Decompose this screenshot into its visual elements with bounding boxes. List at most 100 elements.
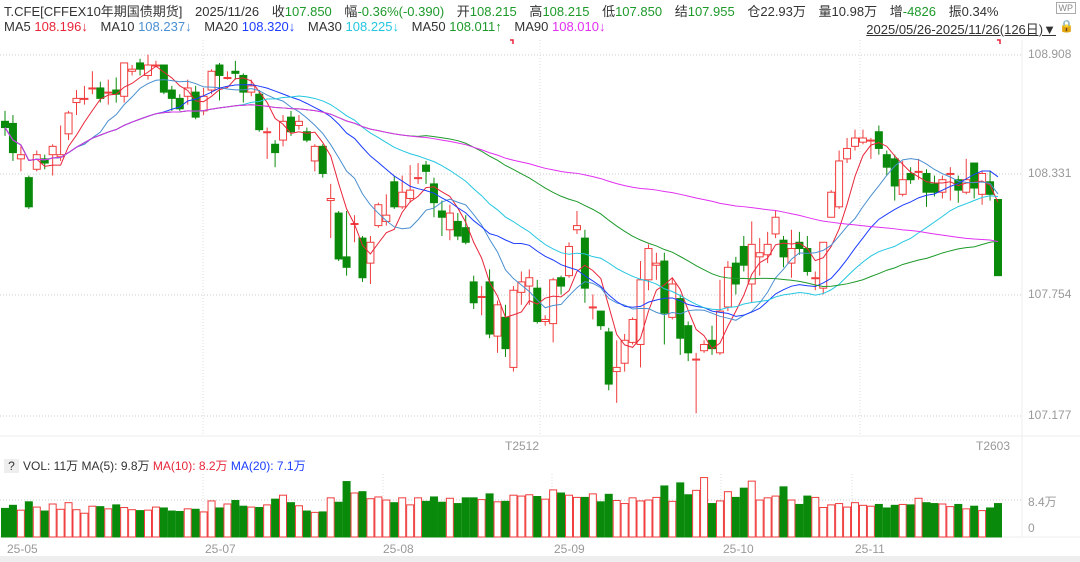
candle-up — [398, 191, 407, 208]
volume-bar — [16, 509, 25, 538]
candle-up — [755, 252, 764, 258]
volume-bar — [835, 503, 844, 538]
candle-up — [128, 68, 137, 72]
candle-up — [414, 177, 423, 180]
volume-axis-label: 8.4万 — [1028, 495, 1057, 509]
candle-down — [286, 116, 295, 133]
volume-bar — [175, 510, 184, 538]
candle-down — [533, 287, 542, 323]
volume-bar — [159, 507, 168, 538]
volume-bar — [191, 508, 200, 538]
price-axis-label: 108.331 — [1028, 166, 1072, 180]
volume-bar — [342, 481, 351, 538]
volume-bar — [318, 511, 327, 538]
candle-down — [930, 183, 939, 193]
candle-up — [620, 339, 629, 364]
candle-up — [406, 189, 415, 199]
volume-bar — [32, 506, 41, 538]
volume-bar — [223, 503, 232, 538]
volume-bar — [302, 510, 311, 538]
candle-down — [342, 256, 351, 268]
volume-bar — [255, 507, 264, 538]
candle-up — [199, 95, 208, 112]
candle-up — [80, 97, 89, 100]
volume-bar — [350, 492, 359, 538]
volume-bar — [414, 497, 423, 538]
candle-up — [509, 289, 518, 368]
volume-bar — [922, 502, 931, 538]
candle-down — [922, 172, 931, 193]
candle-down — [485, 281, 494, 335]
volume-bar — [96, 506, 105, 538]
low-label: 低 — [602, 4, 616, 19]
candle-up — [64, 112, 73, 135]
volume-bar — [390, 502, 399, 538]
volume-bar — [509, 494, 518, 538]
ma20-value: 108.320↓ — [241, 19, 296, 34]
date-range-selector[interactable]: 2025/05/26-2025/11/26(126日)▼ — [866, 22, 1056, 37]
volume-bar — [8, 504, 17, 538]
vol-text: VOL: 11万 — [23, 459, 79, 473]
volume-bar — [628, 497, 637, 538]
volume-bar — [938, 503, 947, 538]
candle-up — [549, 279, 558, 325]
candle-down — [1, 120, 9, 129]
wp-icon[interactable]: WP — [1055, 2, 1076, 14]
volume-bar — [898, 503, 907, 538]
vol-ma10: MA(10): 8.2万 — [152, 459, 228, 473]
volume-bar — [763, 497, 772, 538]
open-value: 108.215 — [469, 4, 517, 19]
lock-icon[interactable]: 🔒 — [1059, 19, 1074, 33]
candle-down — [676, 298, 685, 339]
volume-bar — [692, 489, 701, 538]
candle-up — [644, 248, 653, 281]
oi-value: 22.93万 — [760, 4, 806, 19]
candle-up — [120, 62, 129, 97]
volume-bar — [485, 493, 494, 538]
volume-bar — [366, 498, 375, 538]
volume-bar — [731, 496, 740, 538]
ma-legend: MA5 108.196↓ MA10 108.237↓ MA20 108.320↓… — [4, 19, 614, 34]
candle-down — [906, 172, 915, 181]
contract-label-t2603: T2603 — [976, 439, 1011, 453]
volume-bar — [239, 505, 248, 538]
volume-bar — [501, 500, 510, 538]
volume-bar — [326, 497, 335, 538]
vol-ma5: MA(5): 9.8万 — [81, 459, 150, 473]
oi-change-value: -4826 — [902, 4, 936, 19]
volume-bar — [874, 503, 883, 538]
candle-up — [787, 248, 796, 264]
volume-bar — [310, 511, 319, 538]
candle-down — [302, 131, 311, 141]
amplitude-value: 0.34% — [961, 4, 999, 19]
settle-value: 107.955 — [687, 4, 735, 19]
candle-up — [326, 197, 335, 202]
volume-bar — [263, 504, 272, 538]
volume-bar — [612, 499, 621, 538]
candle-down — [596, 310, 605, 327]
candle-up — [16, 154, 25, 160]
volume-bar — [906, 504, 915, 538]
candle-up — [279, 120, 288, 141]
candle-up — [263, 131, 272, 134]
volume-bar — [668, 500, 677, 538]
low-value: 107.850 — [615, 4, 663, 19]
amplitude-label: 振 — [948, 4, 962, 19]
volume-bar — [358, 491, 367, 538]
candle-up — [938, 179, 947, 193]
volume-bar — [739, 487, 748, 538]
candle-up — [588, 306, 597, 309]
help-button[interactable]: ? — [4, 459, 19, 473]
date-axis-label: 25-11 — [855, 542, 885, 556]
candle-up — [612, 366, 621, 373]
volume-bar — [112, 504, 121, 538]
date-axis-label: 25-05 — [7, 542, 38, 556]
volume-legend: ? VOL: 11万 MA(5): 9.8万 MA(10): 8.2万 MA(20… — [4, 457, 306, 474]
volume-bar — [700, 477, 709, 538]
candle-down — [453, 220, 462, 237]
candle-up — [978, 172, 987, 195]
candle-up — [143, 64, 152, 76]
volume-bar — [557, 492, 566, 538]
volume-bar — [40, 510, 49, 538]
